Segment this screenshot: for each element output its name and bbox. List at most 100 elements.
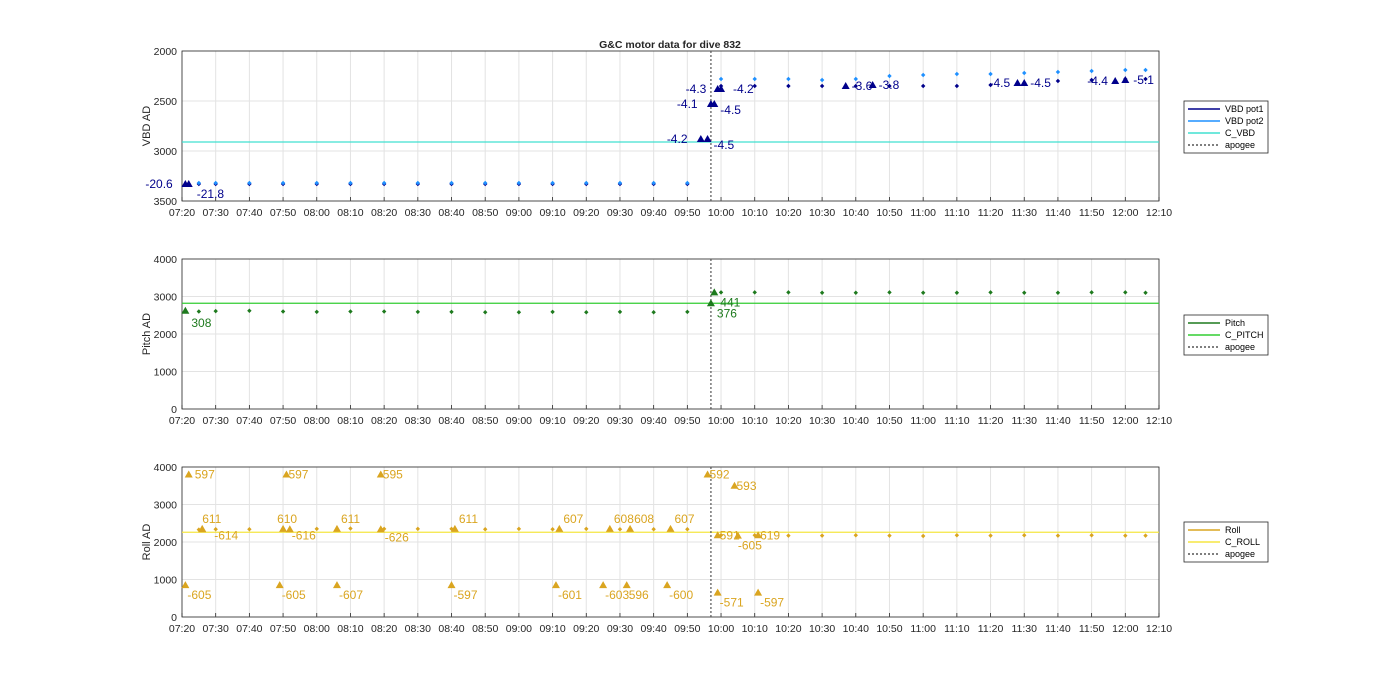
data-point [1022,290,1027,295]
x-tick-label: 10:30 [809,207,835,219]
annotation-label: 597 [288,468,308,482]
data-point [887,533,892,538]
annotation-marker [1020,79,1029,86]
x-tick-label: 08:20 [371,415,397,427]
x-tick-label: 09:20 [573,415,599,427]
annotation-label: 593 [737,479,757,493]
axes-box [181,50,1160,202]
x-tick-label: 10:50 [876,623,902,635]
data-point [752,83,757,89]
annotation-label: -3.6 [852,79,873,93]
x-tick-label: 10:10 [742,623,768,635]
annotation-label: -605 [738,539,762,553]
annotation-marker [713,588,722,596]
legend-label: VBD pot1 [1225,104,1264,114]
x-tick-label: 10:20 [775,415,801,427]
y-tick-label: 3000 [154,292,178,304]
data-point [853,533,858,538]
annotation-label: -20.6 [145,177,173,191]
data-point [1089,533,1094,538]
data-point [1143,533,1148,538]
annotation-label: -614 [214,528,238,542]
x-tick-label: 08:00 [304,207,330,219]
data-point [954,83,960,89]
x-tick-label: 11:30 [1011,415,1037,427]
data-point [280,180,286,186]
data-point [483,527,488,532]
y-axis-label: VBD AD [141,106,153,146]
annotation-label: 611 [202,512,221,526]
x-tick-label: 10:30 [809,623,835,635]
data-point [348,309,353,314]
annotation-label: -607 [339,588,363,602]
vbd-panel: 07:20 07:30 07:40 07:50 08:00 08:10 08:20 08:30… [141,46,1172,219]
x-tick-label: 09:00 [506,415,532,427]
data-point [483,310,488,315]
y-tick-label: 2000 [154,46,178,58]
x-tick-label: 11:40 [1045,415,1071,427]
data-point [1143,67,1148,73]
data-point [1123,290,1128,295]
data-point [415,526,421,532]
annotation-marker [376,470,385,478]
x-tick-label: 07:20 [169,415,195,427]
x-tick-label: 07:20 [169,623,195,635]
data-point [718,290,724,295]
x-tick-label: 11:20 [978,415,1004,427]
annotation-label: 619 [760,528,780,542]
data-point [280,309,286,314]
x-tick-label: 11:10 [944,415,970,427]
data-point [819,83,825,89]
x-tick-label: 08:50 [472,623,498,635]
x-tick-label: 11:00 [910,207,936,219]
x-tick-label: 07:20 [169,207,195,219]
data-point [1022,70,1027,76]
data-point [617,527,623,532]
data-point [786,83,791,89]
x-tick-label: 07:50 [270,623,296,635]
annotation-label: -4.5 [1030,76,1051,90]
data-point [1143,290,1148,295]
x-tick-label: 10:50 [876,207,902,219]
data-point [853,76,858,82]
x-tick-label: 07:50 [270,207,296,219]
data-point [1055,78,1061,84]
data-point [314,180,319,186]
data-point [651,527,656,532]
annotation-label: -21.8 [197,187,225,201]
data-point [920,83,926,89]
x-tick-label: 09:30 [607,415,633,427]
y-tick-label: 1000 [154,575,178,587]
data-point [819,533,825,538]
annotation-label: 376 [717,306,737,320]
data-point [584,526,589,532]
data-point [516,310,522,315]
data-point [449,309,454,315]
annotation-label: 607 [563,512,583,526]
x-tick-label: 08:00 [304,623,330,635]
data-point [1143,76,1148,82]
annotation-marker [1111,77,1120,84]
x-tick-label: 08:10 [337,415,363,427]
annotation-label: -605 [282,588,306,602]
data-point [853,290,858,295]
x-tick-label: 08:40 [438,207,464,219]
x-tick-label: 10:10 [742,207,768,219]
data-point [1089,77,1094,83]
x-tick-label: 11:50 [1079,623,1105,635]
legend-label: apogee [1225,140,1255,150]
data-point [196,180,202,186]
x-tick-label: 10:40 [843,415,869,427]
annotation-label: -605 [187,588,211,602]
annotation-label: -600 [669,588,693,602]
annotation-marker [282,470,291,478]
x-tick-label: 12:00 [1112,623,1138,635]
x-tick-label: 08:10 [337,207,363,219]
annotation-marker [706,299,715,307]
x-tick-label: 09:00 [506,207,532,219]
x-tick-label: 11:10 [944,623,970,635]
annotation-label: -626 [385,530,409,544]
data-point [381,309,387,314]
annotation-marker [447,581,456,589]
annotation-label: 608 [634,512,654,526]
